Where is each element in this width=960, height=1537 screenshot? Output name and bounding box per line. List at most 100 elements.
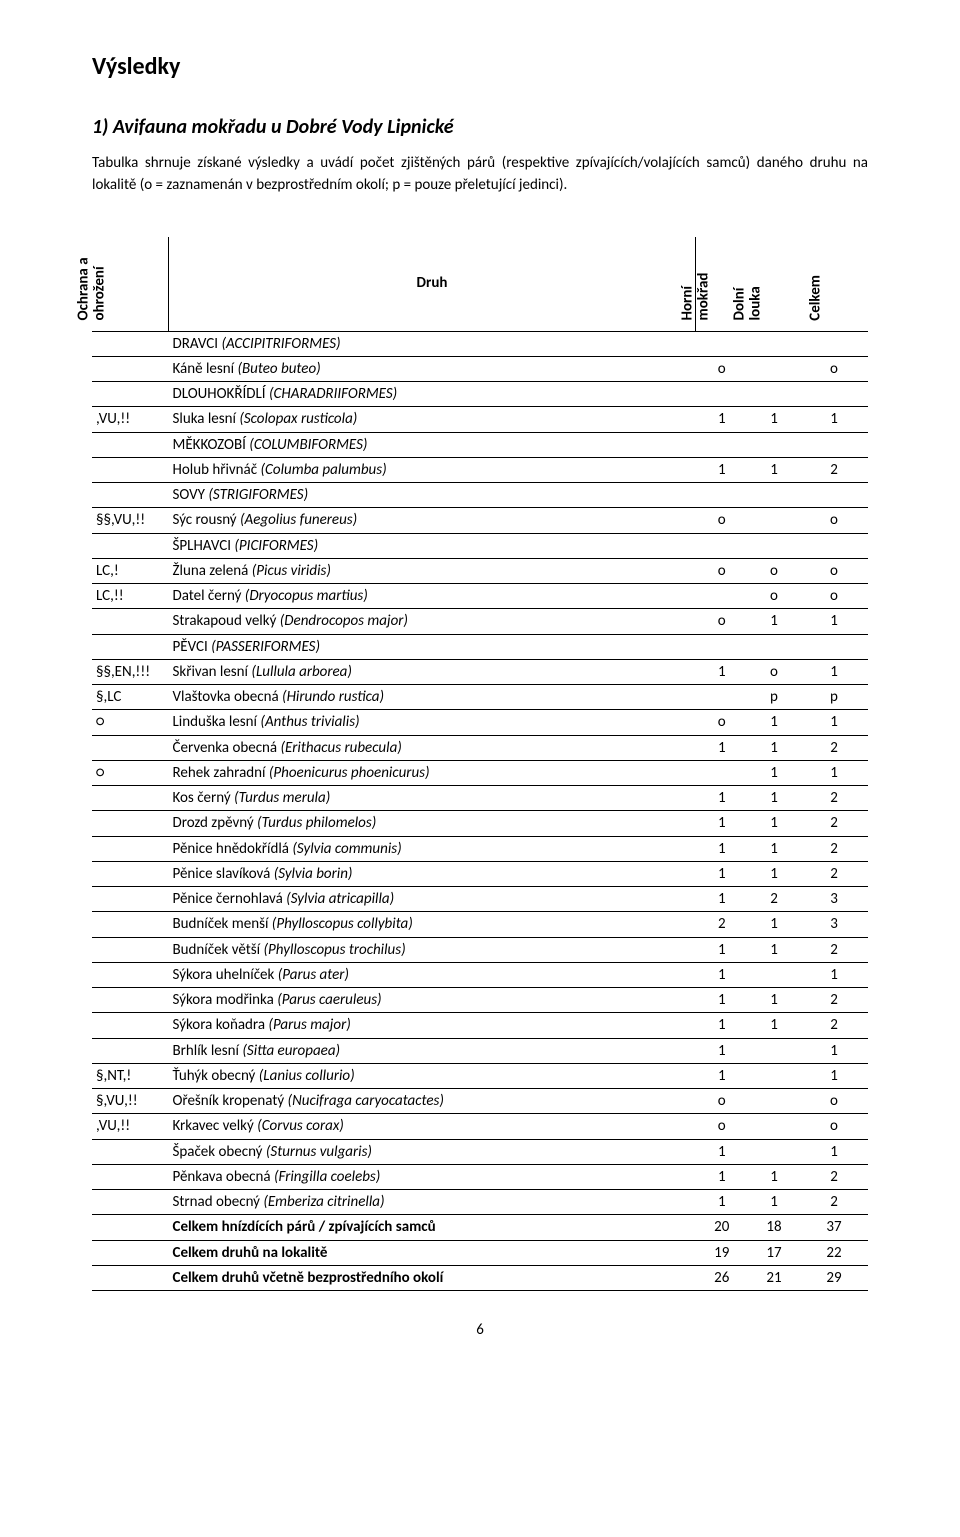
ochrana-cell — [92, 912, 169, 937]
horni-cell: 1 — [696, 811, 749, 836]
species-cell: Budníček větší (Phylloscopus trochilus) — [169, 937, 696, 962]
table-row: ŠPLHAVCI (PICIFORMES) — [92, 533, 868, 558]
dolni-cell: 1 — [748, 735, 800, 760]
table-row: DLOUHOKŘÍDLÍ (CHARADRIIFORMES) — [92, 382, 868, 407]
dolni-cell: 1 — [748, 988, 800, 1013]
species-cell: Krkavec velký (Corvus corax) — [169, 1114, 696, 1139]
celkem-cell: 2 — [800, 1013, 868, 1038]
table-row: §§,EN,!!!Skřivan lesní (Lullula arborea)… — [92, 659, 868, 684]
dolni-cell — [748, 508, 800, 533]
table-row: SOVY (STRIGIFORMES) — [92, 483, 868, 508]
species-latin: (Phoenicurus phoenicurus) — [269, 764, 430, 782]
horni-cell: 1 — [696, 1190, 749, 1215]
horni-cell — [696, 685, 749, 710]
species-cell: Sluka lesní (Scolopax rusticola) — [169, 407, 696, 432]
species-latin: (Lullula arborea) — [251, 663, 352, 681]
ochrana-cell — [92, 382, 169, 407]
dolni-cell: 1 — [748, 937, 800, 962]
species-cell: Budníček menší (Phylloscopus collybita) — [169, 912, 696, 937]
horni-cell: 1 — [696, 407, 749, 432]
species-cell: Drozd zpěvný (Turdus philomelos) — [169, 811, 696, 836]
species-cell: Červenka obecná (Erithacus rubecula) — [169, 735, 696, 760]
col-celkem-header: Celkem — [800, 237, 868, 332]
horni-cell: 1 — [696, 1139, 749, 1164]
ochrana-cell — [92, 457, 169, 482]
species-cell: Datel černý (Dryocopus martius) — [169, 584, 696, 609]
species-vernacular: Vlaštovka obecná — [173, 688, 283, 706]
horni-cell: 1 — [696, 1013, 749, 1038]
order-latin: (ACCIPITRIFORMES) — [221, 335, 340, 353]
species-vernacular: Sýkora modřinka — [173, 991, 278, 1009]
horni-cell — [696, 760, 749, 785]
table-row: Celkem druhů včetně bezprostředního okol… — [92, 1265, 868, 1290]
table-row: §§,VU,!!Sýc rousný (Aegolius funereus)oo — [92, 508, 868, 533]
intro-paragraph: Tabulka shrnuje získané výsledky a uvádí… — [92, 153, 868, 197]
species-latin: (Sylvia borin) — [274, 865, 353, 883]
order-section: PĚVCI (PASSERIFORMES) — [169, 634, 696, 659]
table-row: Špaček obecný (Sturnus vulgaris)11 — [92, 1139, 868, 1164]
ochrana-cell — [92, 1139, 169, 1164]
table-row: ,VU,!!Sluka lesní (Scolopax rusticola)11… — [92, 407, 868, 432]
celkem-cell: 2 — [800, 988, 868, 1013]
ochrana-cell — [92, 483, 169, 508]
section-heading: 1) Avifauna mokřadu u Dobré Vody Lipnick… — [92, 115, 868, 139]
dolni-cell: 1 — [748, 912, 800, 937]
celkem-cell — [800, 432, 868, 457]
species-latin: (Columba palumbus) — [260, 461, 386, 479]
horni-cell: o — [696, 1114, 749, 1139]
horni-cell: o — [696, 609, 749, 634]
table-row: Pěnkava obecná (Fringilla coelebs)112 — [92, 1164, 868, 1189]
species-vernacular: Pěnice černohlavá — [173, 890, 287, 908]
dolni-cell — [748, 533, 800, 558]
dolni-cell: 1 — [748, 786, 800, 811]
order-latin: (CHARADRIIFORMES) — [269, 385, 397, 403]
horni-cell: 1 — [696, 1063, 749, 1088]
ochrana-cell — [92, 786, 169, 811]
species-cell: Strnad obecný (Emberiza citrinella) — [169, 1190, 696, 1215]
table-row: Červenka obecná (Erithacus rubecula)112 — [92, 735, 868, 760]
ochrana-cell — [92, 634, 169, 659]
species-cell: Sýkora uhelníček (Parus ater) — [169, 962, 696, 987]
celkem-cell: 37 — [800, 1215, 868, 1240]
page-number: 6 — [92, 1321, 868, 1339]
species-vernacular: Rehek zahradní — [173, 764, 269, 782]
species-latin: (Turdus merula) — [234, 789, 330, 807]
species-vernacular: Datel černý — [173, 587, 245, 605]
horni-cell: o — [696, 558, 749, 583]
order-section: ŠPLHAVCI (PICIFORMES) — [169, 533, 696, 558]
ochrana-cell: §,NT,! — [92, 1063, 169, 1088]
ochrana-cell — [92, 1190, 169, 1215]
species-cell: Brhlík lesní (Sitta europaea) — [169, 1038, 696, 1063]
table-row: Sýkora modřinka (Parus caeruleus)112 — [92, 988, 868, 1013]
species-latin: (Phylloscopus collybita) — [272, 915, 413, 933]
table-row: MĚKKOZOBÍ (COLUMBIFORMES) — [92, 432, 868, 457]
table-row: Strakapoud velký (Dendrocopos major)o11 — [92, 609, 868, 634]
celkem-cell: 2 — [800, 786, 868, 811]
ochrana-cell: §,LC — [92, 685, 169, 710]
species-vernacular: Červenka obecná — [173, 739, 281, 757]
order-name: SOVY — [173, 486, 209, 504]
horni-cell: 1 — [696, 659, 749, 684]
species-latin: (Sitta europaea) — [242, 1042, 340, 1060]
species-vernacular: Káně lesní — [173, 360, 238, 378]
species-cell: Linduška lesní (Anthus trivialis) — [169, 710, 696, 735]
species-vernacular: Kos černý — [173, 789, 235, 807]
species-cell: Pěnice černohlavá (Sylvia atricapilla) — [169, 887, 696, 912]
horni-cell: 1 — [696, 937, 749, 962]
species-vernacular: Strnad obecný — [173, 1193, 264, 1211]
ochrana-cell — [92, 988, 169, 1013]
celkem-cell: 1 — [800, 760, 868, 785]
horni-cell — [696, 483, 749, 508]
col-horni-line2: mokřad — [696, 303, 712, 321]
dolni-cell: 1 — [748, 407, 800, 432]
order-section: DRAVCI (ACCIPITRIFORMES) — [169, 331, 696, 356]
dolni-cell: 1 — [748, 861, 800, 886]
celkem-cell: 2 — [800, 811, 868, 836]
horni-cell: 1 — [696, 861, 749, 886]
dolni-cell: p — [748, 685, 800, 710]
celkem-cell: 2 — [800, 1164, 868, 1189]
dolni-cell — [748, 634, 800, 659]
species-cell: Ořešník kropenatý (Nucifraga caryocatact… — [169, 1089, 696, 1114]
dolni-cell — [748, 382, 800, 407]
horni-cell: 20 — [696, 1215, 749, 1240]
